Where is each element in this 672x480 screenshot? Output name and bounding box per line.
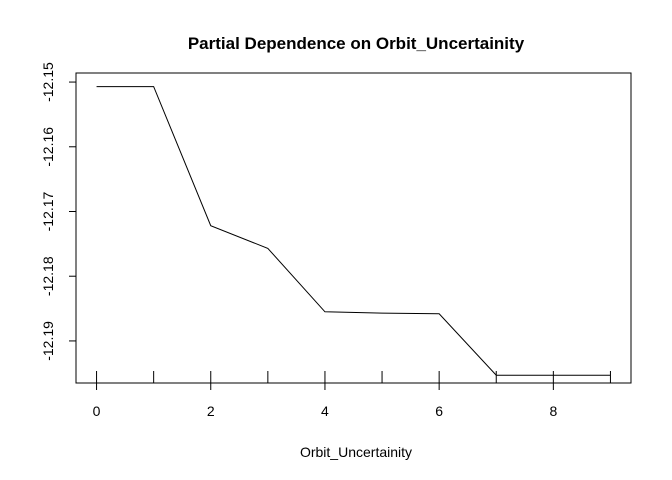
plot-frame [75, 72, 632, 384]
y-tick-label: -12.17 [40, 191, 56, 231]
chart-title: Partial Dependence on Orbit_Uncertainity [188, 34, 525, 53]
x-tick-label: 0 [93, 403, 101, 419]
x-tick-label: 8 [549, 403, 557, 419]
rug-marks [96, 371, 611, 383]
y-tick-label: -12.18 [40, 256, 56, 296]
x-tick-label: 6 [435, 403, 443, 419]
y-tick-label: -12.16 [40, 127, 56, 167]
x-tick-label: 2 [207, 403, 215, 419]
x-axis: 0 2 4 6 8 [93, 383, 557, 419]
x-axis-label: Orbit_Uncertainity [300, 444, 412, 460]
y-tick-label: -12.19 [40, 321, 56, 361]
series-line [96, 86, 611, 376]
y-tick-label: -12.15 [40, 62, 56, 102]
series-layer [96, 86, 611, 376]
x-tick-label: 4 [321, 403, 329, 419]
y-axis: -12.15 -12.16 -12.17 -12.18 -12.19 [40, 62, 76, 361]
